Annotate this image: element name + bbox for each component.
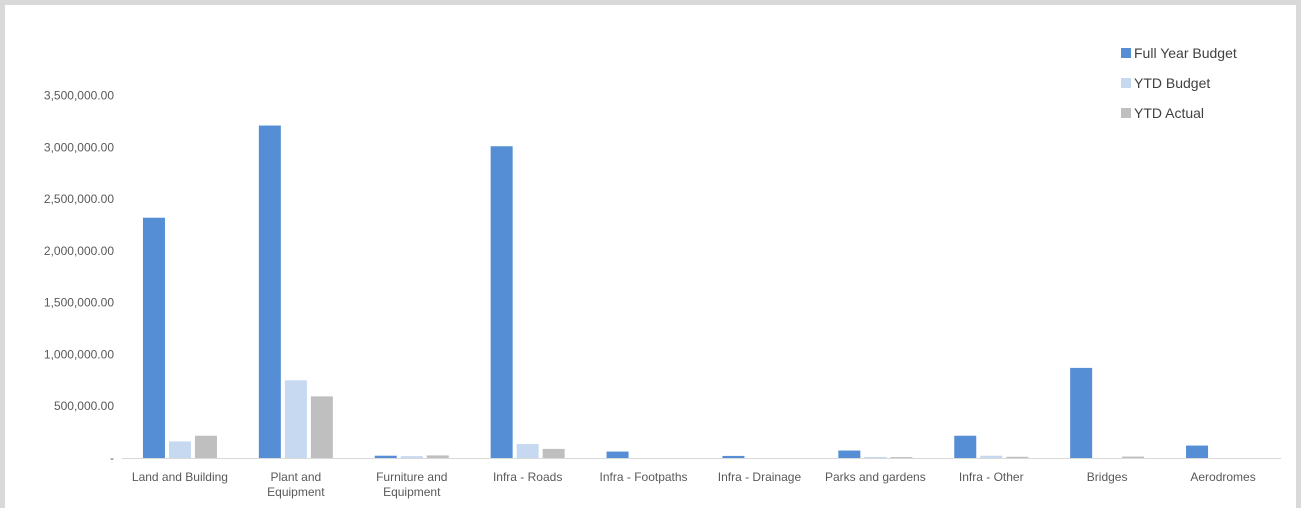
bar <box>980 455 1003 458</box>
bar <box>1070 367 1093 458</box>
bar <box>258 125 281 459</box>
bar <box>542 448 565 458</box>
bar-chart: - 500,000.00 1,000,000.00 1,500,000.00 2,000… <box>44 45 1281 499</box>
x-tick-label: Plant and <box>270 470 321 484</box>
bar <box>400 456 423 458</box>
bar <box>954 435 977 458</box>
y-tick-label: 3,000,000.00 <box>44 140 114 154</box>
x-tick-label: Land and Building <box>132 470 228 484</box>
x-tick-label: Infra - Drainage <box>718 470 802 484</box>
legend-label: Full Year Budget <box>1134 45 1237 61</box>
x-tick-label: Aerodromes <box>1190 470 1255 484</box>
bar <box>490 146 513 458</box>
y-tick-label: 2,500,000.00 <box>44 192 114 206</box>
bar <box>722 455 745 458</box>
bar <box>426 455 449 458</box>
x-tick-label: Furniture and <box>376 470 447 484</box>
y-tick-label: 500,000.00 <box>54 399 114 413</box>
chart-area: - 500,000.00 1,000,000.00 1,500,000.00 2,000… <box>5 5 1296 508</box>
x-tick-label: Infra - Roads <box>493 470 562 484</box>
bar <box>890 457 913 458</box>
bar <box>838 450 861 458</box>
bar <box>1122 456 1145 458</box>
bar <box>284 380 307 458</box>
bar <box>310 396 333 458</box>
x-tick-label: Parks and gardens <box>825 470 926 484</box>
bar <box>606 451 629 458</box>
legend-label: YTD Budget <box>1134 75 1210 91</box>
bar <box>1006 456 1029 458</box>
bar <box>516 444 539 458</box>
bar <box>864 456 887 458</box>
x-tick-label: Equipment <box>267 485 325 499</box>
bar <box>1186 445 1209 458</box>
bar <box>142 217 165 458</box>
y-tick-label: - <box>110 451 114 465</box>
legend-swatch <box>1121 48 1131 58</box>
x-axis: Land and Building Plant andEquipmentFurni… <box>132 470 1256 499</box>
bars <box>142 125 1209 459</box>
x-tick-label: Infra - Other <box>959 470 1024 484</box>
bar <box>194 435 217 458</box>
legend-label: YTD Actual <box>1134 105 1204 121</box>
y-tick-label: 3,500,000.00 <box>44 89 114 103</box>
legend-swatch <box>1121 78 1131 88</box>
y-axis: - 500,000.00 1,000,000.00 1,500,000.00 2,000… <box>44 89 114 466</box>
x-tick-label: Bridges <box>1087 470 1128 484</box>
bar <box>374 455 397 458</box>
x-tick-label: Equipment <box>383 485 441 499</box>
legend: Full Year Budget YTD Budget YTD Actual <box>1121 45 1237 121</box>
y-tick-label: 1,500,000.00 <box>44 296 114 310</box>
y-tick-label: 2,000,000.00 <box>44 244 114 258</box>
bar <box>168 441 191 458</box>
y-tick-label: 1,000,000.00 <box>44 347 114 361</box>
x-tick-label: Infra - Footpaths <box>600 470 688 484</box>
legend-swatch <box>1121 108 1131 118</box>
